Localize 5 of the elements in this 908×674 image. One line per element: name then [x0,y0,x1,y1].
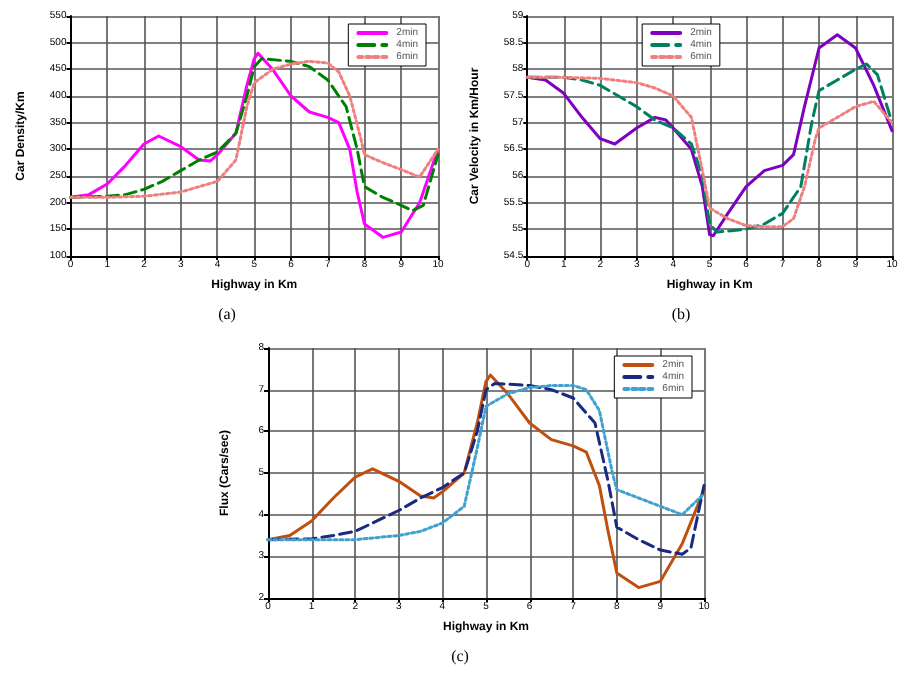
text: (b) [671,305,691,323]
line-series [68,51,440,239]
line-series [266,373,706,590]
text: (c) [451,647,470,665]
text: (a) [218,305,237,323]
